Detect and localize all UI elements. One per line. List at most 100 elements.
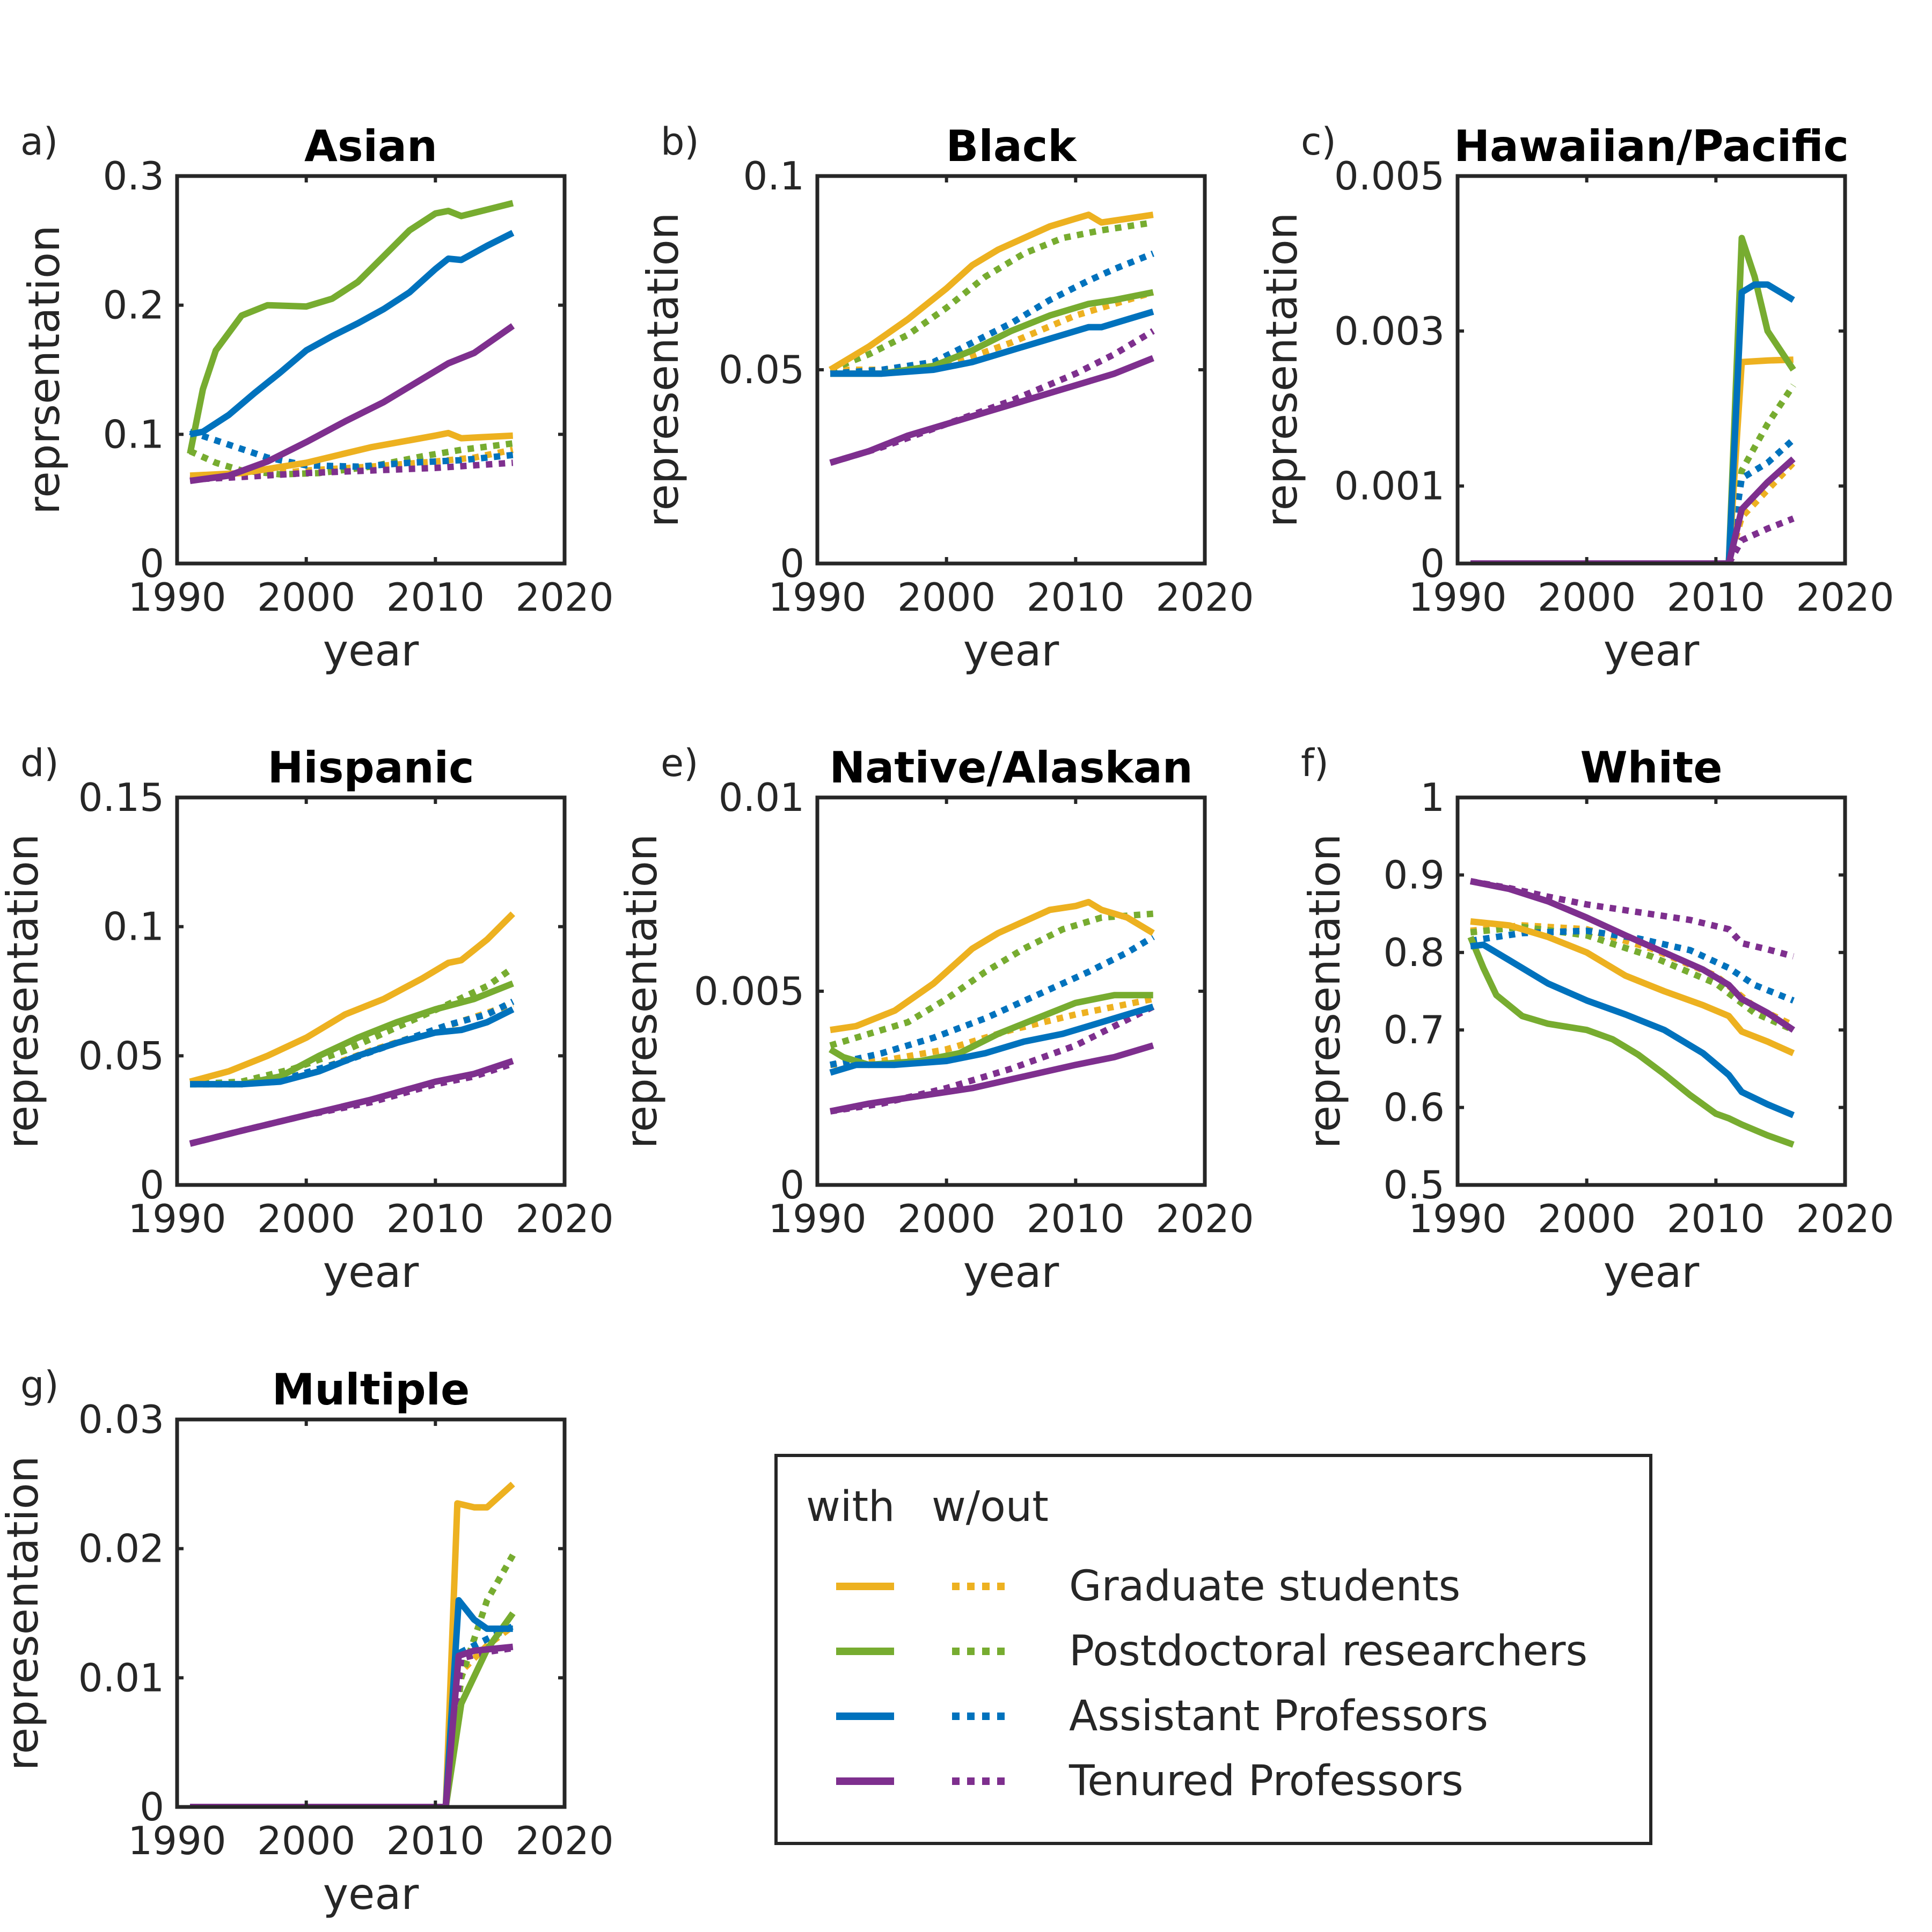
series-group [190,1481,516,1807]
x-tick-label: 2010 [1667,1196,1765,1241]
x-tick-label: 2000 [1538,575,1636,620]
series-group [829,211,1155,466]
axes-frame [175,1417,567,1809]
x-tick-label: 1990 [128,1818,226,1863]
y-tick-label: 0.03 [78,1397,164,1442]
legend-box [774,1454,1652,1845]
panel-title: Hispanic [267,743,474,793]
series-line-postdoctoral-researchers-without [829,910,1154,1049]
y-tick-label: 0.05 [78,1033,164,1078]
legend-entry: Tenured Professors [836,1757,1463,1805]
legend-entry: Assistant Professors [836,1692,1488,1740]
x-tick-label: 1990 [128,1196,226,1241]
legend-entry: Graduate students [836,1562,1460,1611]
x-tick-label: 2010 [1667,575,1765,620]
chart-panel-1: 1990 2000 2010 2020 0 0.1 0.2 0.3 Asian a) year rep… [19,120,614,676]
x-tick-label: 2020 [515,1196,613,1241]
y-axis-label: representation [1257,213,1307,528]
legend-header-with: with [806,1483,895,1531]
x-axis-label: year [323,626,419,676]
y-tick-label: 0.02 [78,1526,164,1571]
series-line-tenured-professors-with [189,1058,514,1147]
series-line-postdoctoral-researchers-with [1467,935,1795,1148]
series-line-assistant-professors-without [189,428,514,470]
series-line-postdoctoral-researchers-with [1470,235,1796,564]
series-line-assistant-professors-with [830,308,1154,377]
x-tick-label: 2010 [386,1196,485,1241]
legend-label: Assistant Professors [1069,1692,1488,1740]
chart-panel-6: 1990 2000 2010 2020 0.5 0.6 0.7 0.8 0.9 1 White f) y… [1300,741,1894,1297]
series-line-graduate-students-with [189,911,515,1085]
legend-label: Postdoctoral researchers [1069,1627,1587,1675]
y-tick-label: 0.6 [1383,1085,1445,1130]
y-tick-label: 0.15 [78,775,164,820]
series-line-postdoctoral-researchers-with [187,200,514,455]
panel-label: e) [661,741,698,785]
y-tick-label: 0.01 [78,1655,164,1700]
chart-panel-5: 1990 2000 2010 2020 0 0.005 0.01 Native/Alaskan… [617,741,1254,1297]
panel-label: d) [20,741,59,785]
series-line-assistant-professors-without [829,934,1155,1069]
series-line-graduate-students-with [1470,356,1794,564]
series-line-assistant-professors-with [1470,281,1795,564]
series-line-tenured-professors-without [189,459,514,483]
x-tick-label: 2010 [1027,1196,1125,1241]
y-axis-label: representation [0,1456,48,1771]
series-line-tenured-professors-without [1726,515,1795,564]
series-line-assistant-professors-without [830,250,1154,377]
panel-title: Asian [304,121,437,171]
series-line-postdoctoral-researchers-without [1725,383,1796,564]
x-axis-label: year [323,1869,419,1919]
series-line-assistant-professors-without [1470,927,1795,1004]
series-line-graduate-students-without [1725,460,1796,564]
panel-label: b) [661,120,699,164]
y-tick-label: 1 [1420,775,1445,820]
x-tick-label: 2000 [257,1196,355,1241]
series-line-assistant-professors-with [190,1597,513,1807]
x-tick-label: 2000 [897,1196,996,1241]
chart-panel-4: 1990 2000 2010 2020 0 0.05 0.1 0.15 Hispanic d) ye… [0,741,614,1297]
x-axis-label: year [323,1247,419,1297]
y-axis-label: representation [0,834,48,1149]
x-tick-label: 2020 [515,1818,613,1863]
panel-title: Hawaiian/Pacific [1454,121,1849,171]
y-tick-label: 0.005 [1334,153,1445,199]
y-tick-label: 0 [780,541,804,586]
y-tick-label: 0.1 [103,412,164,457]
chart-panel-7: 1990 2000 2010 2020 0 0.01 0.02 0.03 Multiple g) y… [0,1363,614,1919]
legend-label: Tenured Professors [1069,1757,1463,1805]
x-axis-label: year [1604,1247,1700,1297]
y-tick-label: 0.003 [1334,309,1445,354]
axes-frame [1455,795,1847,1187]
series-group [187,200,515,484]
x-tick-label: 1990 [1408,1196,1506,1241]
series-line-graduate-students-with [829,211,1154,373]
y-axis-label: representation [1300,834,1350,1149]
y-tick-label: 0.1 [743,153,804,199]
y-tick-label: 0.01 [719,775,804,820]
series-line-postdoctoral-researchers-with [190,1611,516,1807]
legend-entry: Postdoctoral researchers [836,1627,1587,1675]
x-tick-label: 2000 [257,1818,355,1863]
chart-panel-3: 1990 2000 2010 2020 0 0.001 0.003 0.005Hawaiian… [1257,120,1894,676]
y-axis-label: representation [638,213,688,528]
series-line-postdoctoral-researchers-with [829,992,1153,1069]
x-axis-label: year [963,626,1059,676]
y-tick-label: 0 [140,541,164,586]
x-axis-label: year [1604,626,1700,676]
series-line-graduate-students-with [190,1481,515,1807]
x-tick-label: 2020 [515,575,613,620]
x-tick-label: 1990 [768,575,866,620]
x-tick-label: 2010 [386,575,485,620]
y-tick-label: 0 [1420,541,1445,586]
panel-label: g) [20,1363,59,1407]
x-tick-label: 2000 [257,575,355,620]
axes-frame [175,174,567,566]
y-tick-label: 0.7 [1383,1007,1445,1052]
y-axis-label: reprsentation [19,225,69,514]
x-tick-label: 2020 [1155,1196,1254,1241]
series-line-tenured-professors-with [190,1643,514,1807]
x-tick-label: 2020 [1796,1196,1894,1241]
legend-label: Graduate students [1069,1562,1460,1611]
